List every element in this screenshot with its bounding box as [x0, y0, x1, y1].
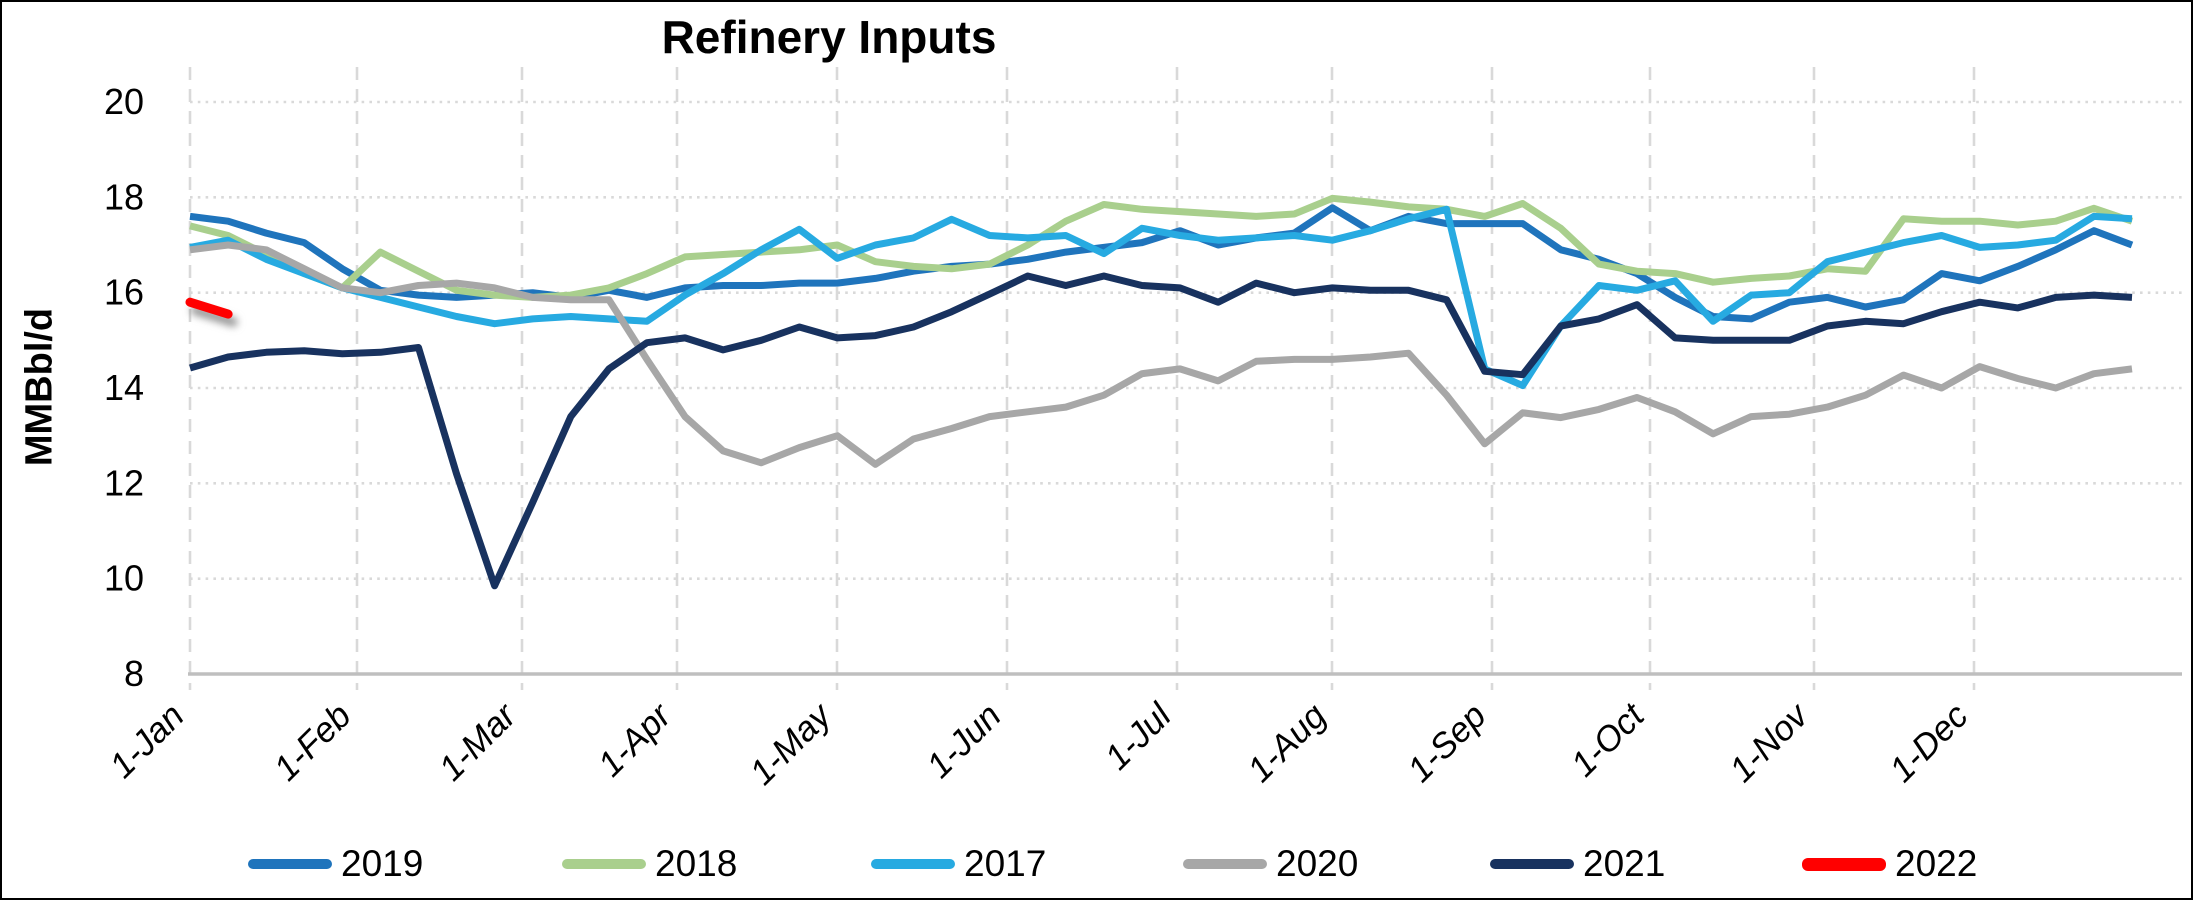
y-tick-label-8: 8: [124, 653, 144, 694]
legend-swatch-2021: [1490, 859, 1574, 869]
series-line-2022: [185, 297, 233, 319]
x-tick-label-1-Nov: 1-Nov: [1722, 694, 1817, 789]
series-line-2020: [189, 241, 2133, 468]
x-tick-label-1-Jan: 1-Jan: [102, 696, 191, 785]
legend-label-2017: 2017: [964, 843, 1047, 884]
legend-item-2021: 2021: [1490, 842, 1665, 886]
series-line-2017: [189, 205, 2133, 390]
legend-label-2019: 2019: [341, 843, 424, 884]
legend-label-2020: 2020: [1276, 843, 1359, 884]
x-tick-label-1-Mar: 1-Mar: [431, 695, 524, 788]
series-line-2021: [189, 272, 2133, 590]
x-tick-label-1-Dec: 1-Dec: [1882, 696, 1976, 790]
x-tick-label-1-Aug: 1-Aug: [1240, 696, 1334, 790]
legend-label-2022: 2022: [1895, 843, 1978, 884]
x-tick-label-1-Sep: 1-Sep: [1400, 696, 1494, 790]
y-tick-label-20: 20: [104, 81, 144, 122]
legend-item-2017: 2017: [871, 842, 1046, 886]
x-tick-label-1-Feb: 1-Feb: [266, 696, 358, 788]
y-tick-label-10: 10: [104, 558, 144, 599]
legend-swatch-2022: [1802, 857, 1886, 871]
x-tick-label-1-May: 1-May: [742, 694, 840, 792]
legend-swatch-2018: [562, 859, 646, 869]
x-tick-label-1-Jul: 1-Jul: [1097, 695, 1179, 777]
y-tick-label-14: 14: [104, 367, 144, 408]
legend-item-2019: 2019: [248, 842, 423, 886]
x-tick-label-1-Apr: 1-Apr: [591, 695, 680, 784]
chart-legend: 2019 2018 2017 2020 2021 2022: [2, 842, 2191, 892]
legend-swatch-2019: [248, 859, 332, 869]
legend-label-2021: 2021: [1583, 843, 1666, 884]
y-tick-label-16: 16: [104, 272, 144, 313]
series-line-2018: [189, 194, 2134, 301]
legend-label-2018: 2018: [655, 843, 738, 884]
y-tick-label-18: 18: [104, 176, 144, 217]
series-line-2019: [189, 204, 2134, 323]
x-tick-label-1-Oct: 1-Oct: [1564, 695, 1653, 784]
x-tick-label-1-Jun: 1-Jun: [919, 696, 1008, 785]
legend-item-2022: 2022: [1802, 842, 1977, 886]
legend-item-2020: 2020: [1183, 842, 1358, 886]
chart-title: Refinery Inputs: [661, 11, 997, 63]
legend-item-2018: 2018: [562, 842, 737, 886]
legend-swatch-2020: [1183, 859, 1267, 869]
y-tick-label-12: 12: [104, 462, 144, 503]
legend-swatch-2017: [871, 859, 955, 869]
